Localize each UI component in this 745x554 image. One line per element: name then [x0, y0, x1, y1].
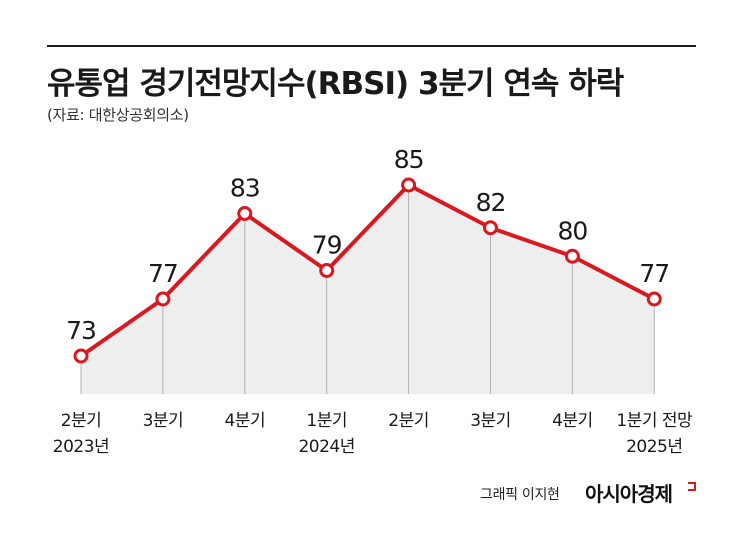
data-point [319, 263, 335, 278]
data-point [646, 291, 662, 307]
data-point [237, 206, 253, 221]
brand-logo: 아시아경제 [585, 482, 673, 506]
x-tick-label: 4분기 [224, 411, 265, 431]
x-tick-label: 1분기 [306, 411, 347, 431]
chart-title: 유통업 경기전망지수(RBSI) 3분기 연속 하락 [47, 66, 624, 102]
data-label: 83 [230, 174, 260, 203]
x-tick-label: 3분기 [143, 411, 184, 431]
graphic-credit: 그래픽 이지현 [480, 487, 560, 503]
data-label: 79 [312, 231, 342, 260]
x-tick-label: 2분기 [61, 411, 102, 431]
x-tick-label: 4분기 [552, 411, 593, 431]
x-tick-label: 1분기 전망 [616, 411, 693, 431]
x-tick-year-label: 2024년 [298, 437, 354, 457]
data-label: 77 [639, 259, 669, 288]
x-tick-label: 3분기 [470, 411, 511, 431]
data-label: 77 [148, 259, 178, 288]
data-label: 73 [66, 316, 96, 345]
x-tick-label: 2분기 [388, 411, 429, 431]
data-point [155, 291, 171, 307]
x-tick-year-label: 2025년 [626, 437, 682, 457]
series-line [79, 183, 657, 358]
data-point [564, 248, 580, 264]
x-tick-year-label: 2023년 [53, 437, 109, 457]
data-point [483, 220, 498, 236]
data-label: 82 [476, 188, 506, 217]
data-label: 80 [557, 216, 587, 245]
top-rule [47, 45, 696, 47]
data-label: 85 [394, 145, 424, 174]
data-point [401, 177, 417, 193]
brand-mark-icon [688, 482, 696, 491]
source-note: (자료: 대한상공회의소) [47, 106, 189, 124]
data-point [73, 348, 89, 364]
